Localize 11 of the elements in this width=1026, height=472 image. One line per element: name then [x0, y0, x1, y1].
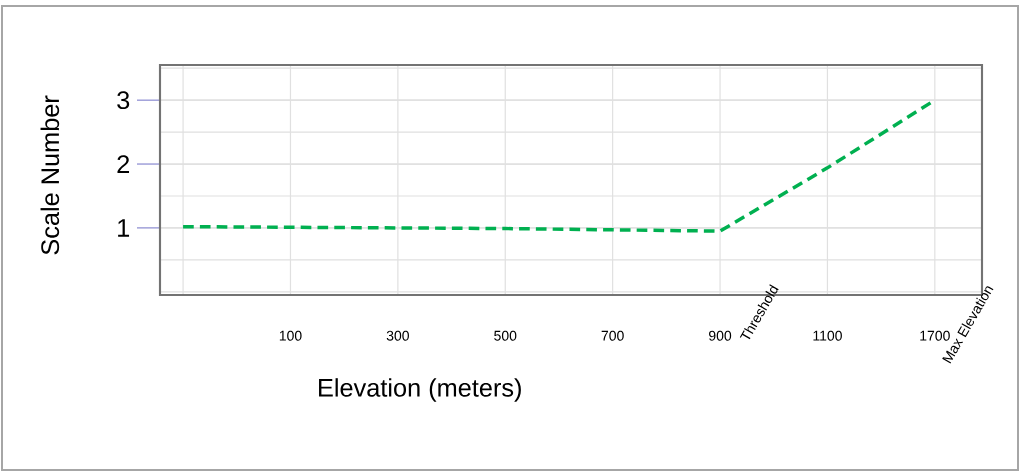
x-axis-title: Elevation (meters) — [319, 378, 521, 402]
y-axis-title: Scale Number — [40, 95, 60, 255]
x-tick-label: 700 — [601, 330, 624, 341]
x-tick-label: 100 — [279, 330, 302, 341]
x-tick-label: 500 — [494, 330, 517, 341]
x-tick-label: 900 — [709, 330, 732, 341]
x-tick-label: 300 — [386, 330, 409, 341]
y-tick-label: 1 — [118, 219, 130, 237]
y-tick-label: 3 — [117, 91, 130, 110]
x-tick-label: 1100 — [813, 330, 842, 341]
y-tick-label: 2 — [117, 155, 130, 173]
